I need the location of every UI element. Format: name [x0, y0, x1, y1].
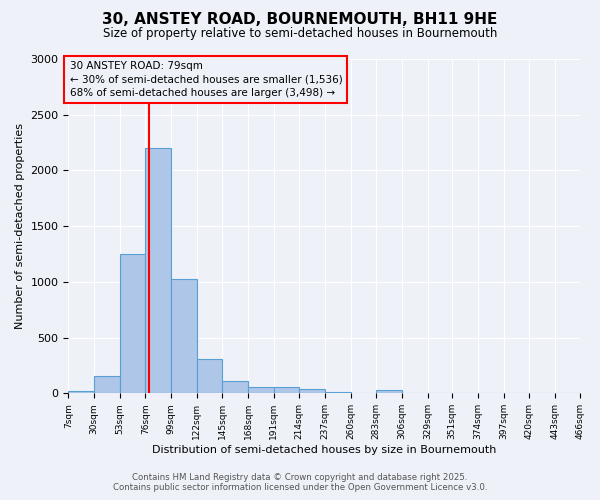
Bar	[248, 386, 274, 394]
Text: Size of property relative to semi-detached houses in Bournemouth: Size of property relative to semi-detach…	[103, 28, 497, 40]
X-axis label: Distribution of semi-detached houses by size in Bournemouth: Distribution of semi-detached houses by …	[152, 445, 497, 455]
Text: 30 ANSTEY ROAD: 79sqm
← 30% of semi-detached houses are smaller (1,536)
68% of s: 30 ANSTEY ROAD: 79sqm ← 30% of semi-deta…	[70, 61, 342, 98]
Text: 30, ANSTEY ROAD, BOURNEMOUTH, BH11 9HE: 30, ANSTEY ROAD, BOURNEMOUTH, BH11 9HE	[103, 12, 497, 28]
Y-axis label: Number of semi-detached properties: Number of semi-detached properties	[15, 123, 25, 329]
Bar	[223, 381, 248, 394]
Bar	[299, 389, 325, 394]
Bar	[171, 278, 197, 394]
Bar	[376, 390, 402, 394]
Bar	[68, 391, 94, 394]
Bar	[94, 376, 120, 394]
Text: Contains HM Land Registry data © Crown copyright and database right 2025.
Contai: Contains HM Land Registry data © Crown c…	[113, 473, 487, 492]
Bar	[197, 359, 223, 394]
Bar	[325, 392, 350, 394]
Bar	[120, 254, 145, 394]
Bar	[145, 148, 171, 394]
Bar	[274, 387, 299, 394]
